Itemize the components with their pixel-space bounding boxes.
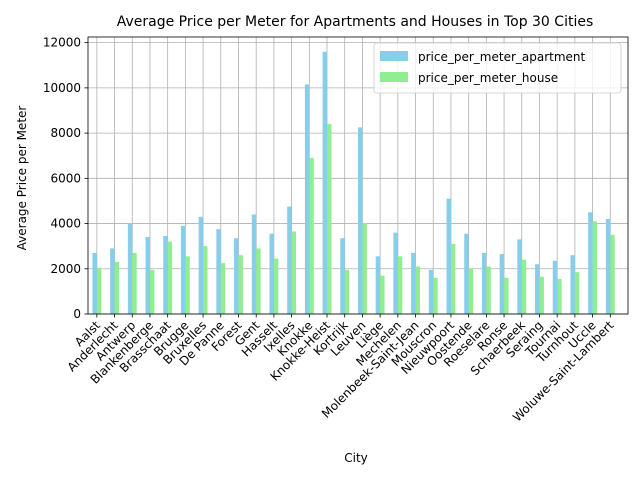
bar-house (132, 252, 137, 314)
bar-apartment (358, 127, 363, 315)
bar-apartment (216, 229, 221, 314)
bar-apartment (287, 206, 292, 314)
legend-swatch (380, 72, 408, 82)
axes (87, 36, 629, 315)
bar-house (450, 243, 456, 314)
bar-house (574, 272, 580, 314)
bar-house (309, 157, 314, 314)
bar-house (149, 269, 155, 314)
plot-frame (87, 36, 629, 315)
bar-apartment (411, 252, 416, 314)
x-axis-label: City (344, 451, 368, 465)
bar-house (327, 124, 332, 314)
bar-house (415, 266, 420, 314)
bar-house (433, 277, 438, 314)
bar-apartment (110, 248, 115, 314)
bar-apartment (481, 252, 487, 314)
bar-house (397, 256, 403, 314)
bar-apartment (251, 214, 257, 314)
bar-house (521, 259, 527, 314)
bar-house (539, 276, 544, 314)
bar-apartment (234, 238, 239, 314)
bar-apartment (428, 269, 434, 314)
y-ticks: 0 2000 4000 6000 8000 10000 12000 (43, 36, 88, 321)
bar-apartment (180, 225, 186, 314)
bar-house (610, 234, 615, 314)
bar-apartment (198, 216, 204, 314)
y-axis-label: Average Price per Meter (15, 106, 29, 251)
bar-house (273, 258, 279, 314)
bar-house (96, 267, 102, 314)
bar-apartment (304, 84, 310, 314)
legend: price_per_meter_apartment price_per_meter… (373, 42, 622, 94)
bar-apartment (163, 235, 168, 314)
bar-house (380, 275, 385, 314)
bar-apartment (127, 223, 133, 314)
y-tick-label: 4000 (50, 217, 81, 231)
bar-house (468, 268, 474, 314)
bar-house (203, 246, 208, 314)
bar-house (291, 231, 297, 314)
bar-house (167, 241, 173, 314)
bar-apartment (145, 237, 150, 314)
bar-house (185, 256, 190, 314)
y-tick-label: 8000 (50, 126, 81, 140)
y-tick-label: 10000 (43, 81, 81, 95)
bar-apartment (269, 233, 274, 314)
bar-apartment (499, 254, 505, 314)
bar-apartment (552, 260, 558, 314)
bar-house (592, 221, 598, 314)
bar-house (557, 278, 562, 314)
bar-apartment (446, 198, 451, 314)
legend-swatch (380, 51, 408, 61)
bar-house (344, 269, 350, 314)
bar-house (238, 255, 243, 314)
bar-apartment (322, 51, 328, 314)
bar-apartment (375, 256, 381, 314)
legend-box (373, 42, 622, 94)
y-tick-label: 2000 (50, 262, 81, 276)
bar-house (486, 266, 491, 314)
bar-house (362, 223, 367, 314)
legend-label: price_per_meter_apartment (418, 50, 586, 64)
y-tick-label: 0 (73, 307, 81, 321)
bar-house (114, 261, 119, 314)
chart-title: Average Price per Meter for Apartments a… (117, 14, 594, 30)
bar-house (220, 263, 226, 314)
y-tick-label: 12000 (43, 36, 81, 50)
bar-apartment (535, 264, 540, 314)
bar-apartment (517, 239, 522, 314)
bar-apartment (570, 255, 575, 314)
bar-apartment (588, 212, 593, 314)
bar-house (256, 248, 261, 314)
bar-apartment (393, 232, 398, 314)
legend-label: price_per_meter_house (418, 71, 558, 85)
bars (92, 51, 615, 315)
bar-house (504, 277, 509, 314)
bar-apartment (340, 238, 345, 314)
bar-apartment (92, 252, 97, 314)
y-tick-label: 6000 (50, 171, 81, 185)
bar-apartment (605, 219, 611, 314)
bar-apartment (464, 233, 469, 314)
